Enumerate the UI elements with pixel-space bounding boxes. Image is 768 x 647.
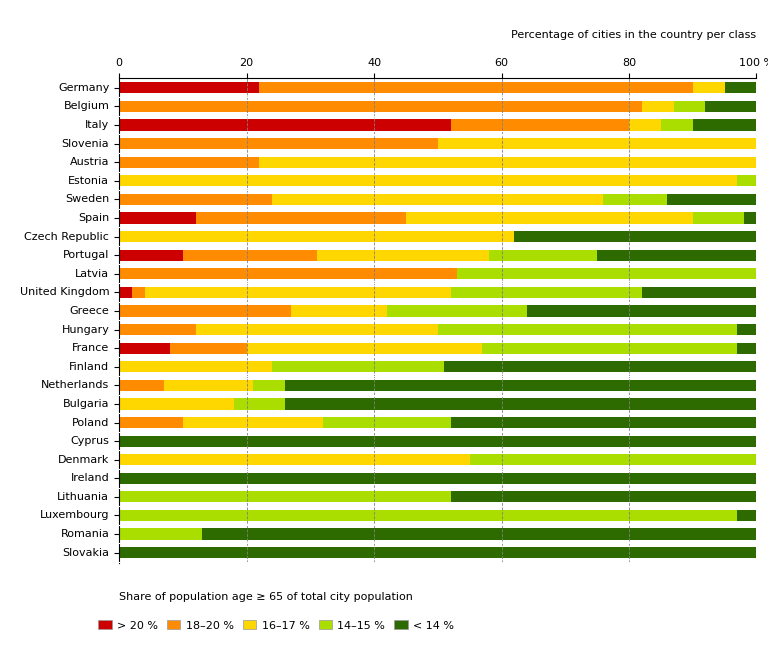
Bar <box>642 287 756 298</box>
Bar <box>119 529 202 540</box>
Bar <box>119 491 451 503</box>
Bar <box>387 305 527 316</box>
Bar <box>119 324 196 335</box>
Bar <box>132 287 144 298</box>
Bar <box>706 101 756 112</box>
Bar <box>119 138 438 149</box>
Bar <box>119 250 183 261</box>
Legend: > 20 %, 18–20 %, 16–17 %, 14–15 %, < 14 %: > 20 %, 18–20 %, 16–17 %, 14–15 %, < 14 … <box>94 616 458 635</box>
Bar <box>642 101 674 112</box>
Bar <box>119 157 260 168</box>
Bar <box>693 82 724 93</box>
Bar <box>316 250 488 261</box>
Bar <box>488 250 598 261</box>
Bar <box>119 231 515 242</box>
Bar <box>674 101 706 112</box>
Bar <box>667 194 756 205</box>
Bar <box>119 342 170 354</box>
Bar <box>737 324 756 335</box>
Bar <box>629 120 660 131</box>
Bar <box>196 212 406 224</box>
Bar <box>470 454 756 465</box>
Bar <box>119 212 196 224</box>
Bar <box>438 324 737 335</box>
Bar <box>183 417 323 428</box>
Bar <box>291 305 387 316</box>
Bar <box>233 399 285 410</box>
Bar <box>737 510 756 521</box>
Bar <box>119 287 132 298</box>
Bar <box>164 380 253 391</box>
Bar <box>444 361 756 372</box>
Bar <box>438 138 756 149</box>
Bar <box>119 454 470 465</box>
Bar <box>119 305 291 316</box>
Bar <box>119 175 737 186</box>
Bar <box>451 491 756 503</box>
Bar <box>725 82 756 93</box>
Bar <box>119 380 164 391</box>
Bar <box>406 212 693 224</box>
Bar <box>285 399 756 410</box>
Bar <box>119 473 756 484</box>
Bar <box>253 380 285 391</box>
Text: Percentage of cities in the country per class: Percentage of cities in the country per … <box>511 30 756 41</box>
Bar <box>660 120 693 131</box>
Bar <box>451 287 642 298</box>
Bar <box>272 361 444 372</box>
Bar <box>323 417 451 428</box>
Bar <box>285 380 756 391</box>
Bar <box>119 82 260 93</box>
Bar <box>604 194 667 205</box>
Bar <box>272 194 604 205</box>
Bar <box>119 399 233 410</box>
Bar <box>260 82 693 93</box>
Bar <box>144 287 451 298</box>
Bar <box>247 342 482 354</box>
Bar <box>457 269 756 280</box>
Bar <box>202 529 756 540</box>
Text: Share of population age ≥ 65 of total city population: Share of population age ≥ 65 of total ci… <box>119 592 413 602</box>
Bar <box>693 212 743 224</box>
Bar <box>693 120 756 131</box>
Bar <box>743 212 756 224</box>
Bar <box>527 305 756 316</box>
Bar <box>598 250 756 261</box>
Bar <box>260 157 756 168</box>
Bar <box>737 342 756 354</box>
Bar <box>119 269 457 280</box>
Bar <box>451 417 756 428</box>
Bar <box>170 342 247 354</box>
Bar <box>515 231 756 242</box>
Bar <box>119 510 737 521</box>
Bar <box>119 361 272 372</box>
Bar <box>119 435 756 446</box>
Bar <box>119 120 451 131</box>
Bar <box>482 342 737 354</box>
Bar <box>119 194 272 205</box>
Bar <box>119 547 756 558</box>
Bar <box>119 417 183 428</box>
Bar <box>737 175 756 186</box>
Bar <box>183 250 316 261</box>
Bar <box>451 120 629 131</box>
Bar <box>196 324 438 335</box>
Bar <box>119 101 642 112</box>
